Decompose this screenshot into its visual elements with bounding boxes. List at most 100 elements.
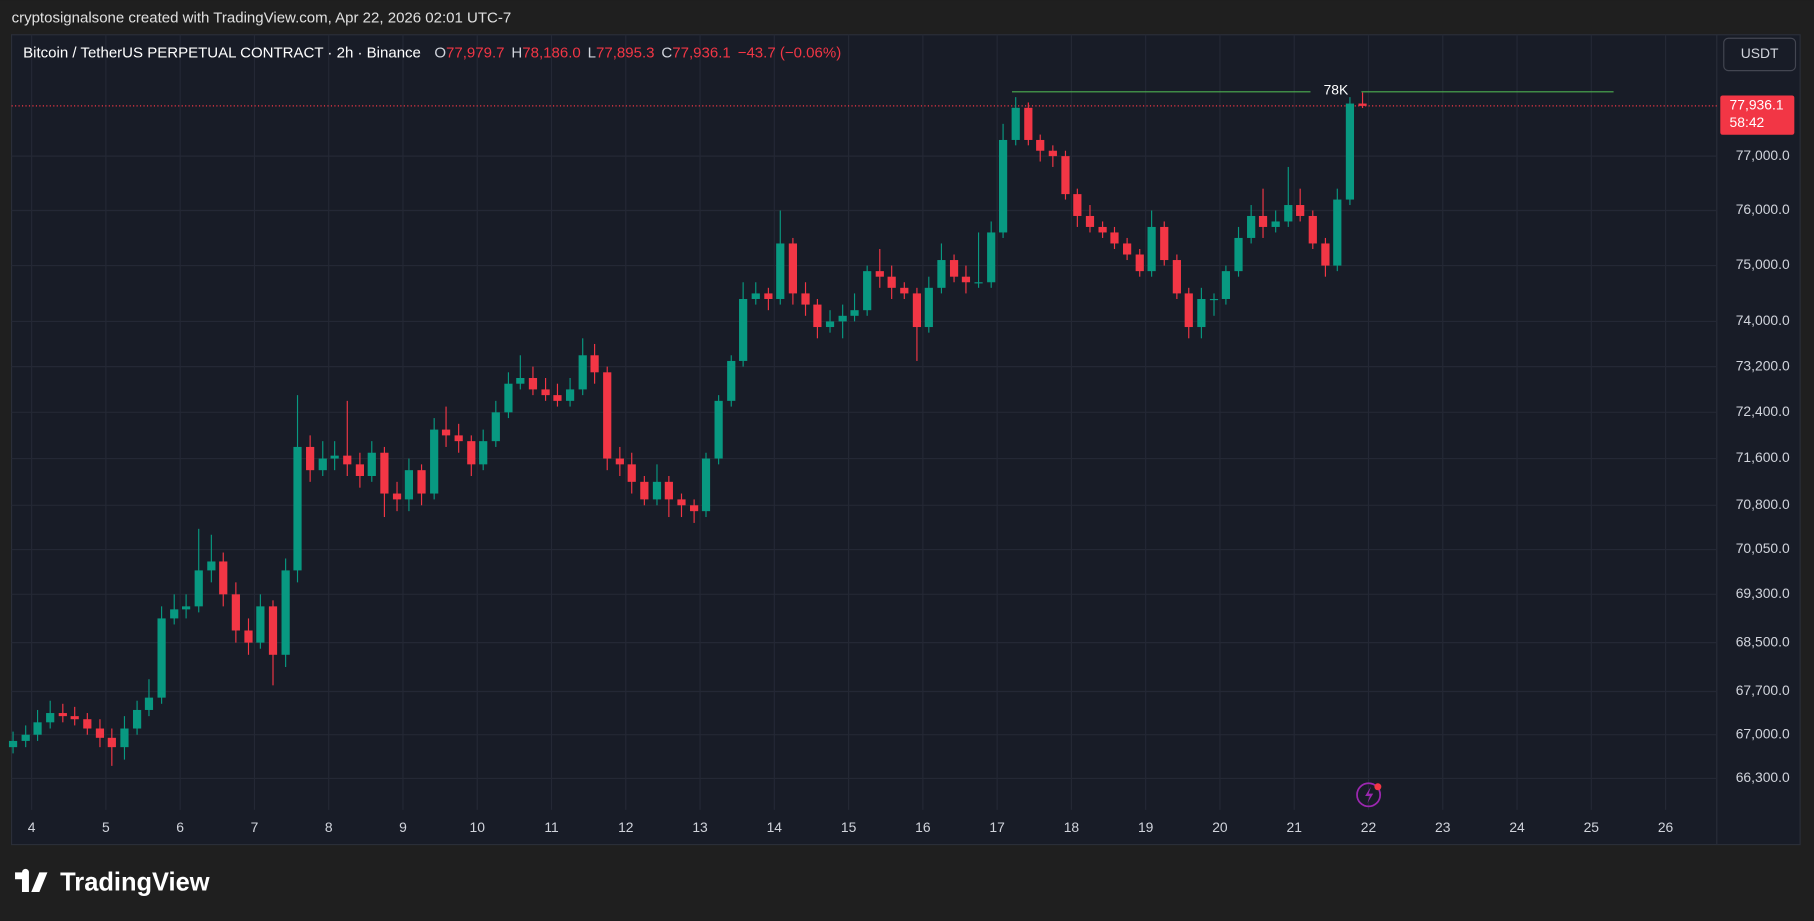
- candle-body: [281, 570, 290, 655]
- candle-body: [838, 315, 847, 322]
- candle-body: [727, 360, 736, 401]
- candle-body: [615, 458, 624, 465]
- candle-body: [690, 505, 699, 512]
- candle-body: [578, 355, 587, 390]
- candle-body: [355, 464, 365, 477]
- alert-circle[interactable]: [1356, 782, 1382, 808]
- candle-body: [430, 429, 439, 494]
- y-tick-label: 77,000.0: [1736, 147, 1790, 163]
- y-tick-label: 76,000.0: [1736, 201, 1790, 217]
- candle-body: [924, 287, 933, 328]
- candle-body: [8, 740, 18, 748]
- candle-body: [1321, 243, 1330, 266]
- candle-body: [367, 452, 376, 477]
- price-tag: [1720, 95, 1795, 135]
- candle-body: [701, 458, 711, 512]
- candle-body: [330, 455, 339, 459]
- candle-body: [998, 139, 1008, 233]
- candle-body: [268, 606, 278, 655]
- candle-body: [170, 609, 179, 619]
- x-tick-label: 13: [692, 819, 708, 835]
- alert-dot[interactable]: [1374, 783, 1382, 791]
- candle-body: [1024, 107, 1033, 140]
- candle-body: [1061, 156, 1070, 195]
- level-label: 78K: [1324, 81, 1349, 97]
- candle-body: [961, 276, 971, 283]
- candle-body: [1160, 226, 1169, 261]
- ohlc-value: 77,979.7: [446, 44, 504, 61]
- candle-body: [850, 310, 859, 316]
- candle-body: [664, 481, 673, 500]
- candle-body: [21, 734, 30, 741]
- y-tick-label: 67,000.0: [1736, 725, 1790, 741]
- candle-body: [1271, 221, 1280, 227]
- x-tick-label: 20: [1212, 819, 1228, 835]
- candle-body: [182, 606, 191, 610]
- candle-body: [565, 389, 575, 401]
- candle-body: [875, 271, 884, 277]
- candle-body: [504, 383, 513, 413]
- y-tick-label: 67,700.0: [1736, 682, 1790, 698]
- candle-body: [1036, 139, 1045, 151]
- currency-button[interactable]: [1723, 37, 1797, 72]
- candle-body: [207, 561, 216, 571]
- candle-body: [479, 441, 488, 465]
- candle-body: [1333, 199, 1342, 266]
- x-tick-label: 14: [767, 819, 783, 835]
- alert-icon[interactable]: [1356, 782, 1382, 808]
- watermark: cryptosignalsone created with TradingVie…: [12, 10, 512, 27]
- x-tick-label: 4: [28, 819, 36, 835]
- candle-body: [1258, 215, 1268, 227]
- candle-body: [739, 298, 748, 361]
- candle-body: [33, 722, 42, 735]
- candle-body: [1184, 293, 1193, 328]
- ohlc-key: C: [661, 44, 672, 61]
- x-tick-label: 18: [1064, 819, 1080, 835]
- x-tick-label: 12: [618, 819, 634, 835]
- candle-body: [764, 293, 773, 299]
- candle-body: [887, 276, 896, 288]
- x-tick-label: 16: [915, 819, 931, 835]
- x-tick-label: 19: [1138, 819, 1154, 835]
- candle-body: [590, 355, 599, 373]
- candle-body: [714, 400, 723, 459]
- candle-body: [293, 446, 302, 571]
- x-tick-label: 11: [544, 819, 559, 835]
- candle-body: [553, 395, 562, 401]
- x-tick-label: 9: [399, 819, 407, 835]
- candle-body: [107, 737, 116, 748]
- candle-body: [652, 481, 662, 500]
- candle-body: [541, 389, 550, 396]
- candle-body: [46, 713, 55, 723]
- candle-body: [937, 260, 946, 288]
- candle-body: [1123, 243, 1132, 255]
- candle-body: [603, 372, 612, 459]
- y-tick-label: 72,400.0: [1736, 403, 1790, 419]
- x-tick-label: 22: [1361, 819, 1377, 835]
- alert-bolt[interactable]: [1365, 786, 1374, 803]
- x-tick-label: 15: [841, 819, 857, 835]
- y-tick-label: 69,300.0: [1736, 585, 1790, 601]
- candle-body: [912, 293, 922, 328]
- currency[interactable]: USDT: [1741, 45, 1779, 61]
- candle-body: [70, 716, 79, 720]
- candle-body: [974, 282, 983, 284]
- candle-body: [528, 378, 538, 390]
- candle-body: [677, 499, 686, 506]
- candle-body: [441, 429, 451, 436]
- ohlc-value: 77,895.3: [596, 44, 654, 61]
- plot: 78K 77,936.158:42: [8, 81, 1795, 766]
- legend-header: Bitcoin / TetherUS PERPETUAL CONTRACT · …: [23, 44, 841, 61]
- y-tick-label: 70,800.0: [1736, 496, 1790, 512]
- x-tick-label: 21: [1287, 819, 1303, 835]
- x-tick-label: 17: [989, 819, 1005, 835]
- symbol: Bitcoin / TetherUS PERPETUAL CONTRACT · …: [23, 44, 421, 61]
- x-tick-label: 24: [1509, 819, 1525, 835]
- candle-body: [256, 606, 265, 643]
- y-tick-label: 66,300.0: [1736, 769, 1790, 785]
- candle-body: [863, 271, 872, 311]
- candle-body: [318, 458, 327, 471]
- candle-body: [813, 304, 822, 328]
- candle-body: [306, 446, 315, 471]
- y-tick-label: 75,000.0: [1736, 256, 1790, 272]
